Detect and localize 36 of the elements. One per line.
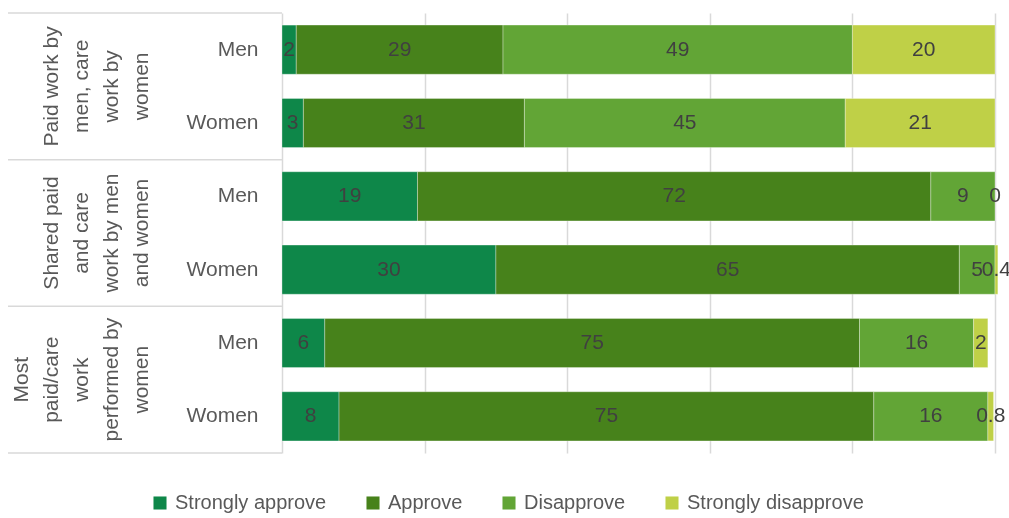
- y-tick-label: Men: [217, 183, 259, 207]
- data-label: 9: [957, 183, 969, 207]
- data-label: 16: [904, 330, 929, 353]
- data-label: 29: [387, 36, 412, 60]
- y-tick-label: Men: [217, 330, 259, 353]
- data-label: 45: [673, 110, 697, 133]
- data-label: 19: [338, 183, 362, 207]
- data-label: 65: [715, 256, 740, 280]
- data-label: 0.8: [976, 403, 1006, 427]
- y-tick-label: Women: [186, 110, 259, 133]
- y-tick-label: Men: [217, 36, 259, 60]
- data-label: 72: [662, 183, 686, 207]
- legend-label: Strongly disapprove: [687, 491, 864, 513]
- data-label: 3: [286, 110, 299, 133]
- data-label: 8: [304, 403, 317, 427]
- data-label: 2: [974, 330, 987, 353]
- data-label: 31: [402, 110, 426, 133]
- data-label: 20: [912, 36, 936, 60]
- text: Shared paid and care work by men and women: [39, 173, 152, 294]
- data-label: 6: [297, 330, 310, 353]
- data-label: 21: [908, 110, 932, 133]
- y-tick-label: Women: [186, 256, 259, 280]
- text: Paid work by men, care work by women: [39, 25, 152, 147]
- y-tick-label: Women: [186, 403, 259, 427]
- text: Most paid/care work performed by women: [9, 317, 152, 442]
- data-label: 75: [580, 330, 604, 353]
- data-label: 30: [377, 256, 401, 280]
- text: Approve: [388, 491, 463, 513]
- data-label: 5: [971, 256, 984, 280]
- data-label: 2: [283, 36, 295, 60]
- legend-label: Strongly approve: [175, 491, 327, 513]
- legend-label: Disapprove: [524, 491, 626, 513]
- data-label: 16: [919, 403, 943, 427]
- data-label: 0: [989, 183, 1001, 207]
- data-label: 49: [666, 36, 690, 60]
- data-label: 75: [594, 403, 619, 427]
